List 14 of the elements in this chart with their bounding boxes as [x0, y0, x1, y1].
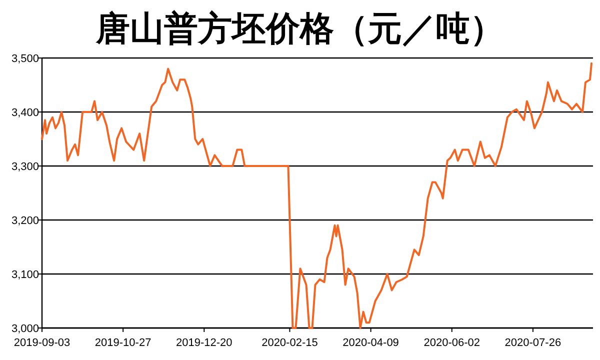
- y-tick-label: 3,300: [11, 161, 39, 173]
- x-tick-label: 2019-10-27: [94, 337, 152, 349]
- y-tick-label: 3,500: [11, 53, 39, 65]
- x-tick-label: 2020-07-26: [504, 337, 562, 349]
- x-tick-label: 2019-12-20: [176, 337, 232, 349]
- x-tick-label: 2019-09-03: [14, 337, 70, 349]
- y-tick-label: 3,200: [11, 215, 39, 227]
- y-tick-label: 3,100: [11, 269, 39, 281]
- y-tick-label: 3,400: [11, 107, 39, 119]
- x-tick-label: 2020-02-15: [262, 337, 318, 349]
- x-tick-label: 2020-06-02: [424, 337, 480, 349]
- chart-title: 唐山普方坯价格（元／吨）: [95, 9, 504, 49]
- y-tick-label: 3,000: [11, 323, 39, 335]
- x-tick-label: 2020-04-09: [342, 337, 399, 349]
